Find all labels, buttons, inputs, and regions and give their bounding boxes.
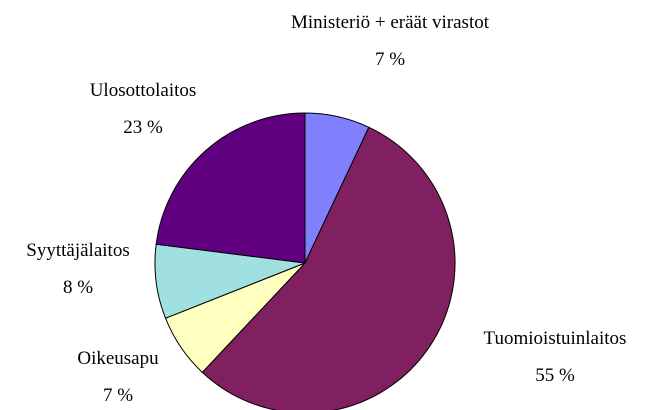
slice-label: Ulosottolaitos 23 % bbox=[63, 72, 223, 146]
value-label: 7 % bbox=[374, 49, 406, 70]
slice-label: Oikeusapu 7 % bbox=[48, 340, 188, 410]
value-label: 8 % bbox=[62, 277, 94, 298]
value-label: 55 % bbox=[535, 365, 575, 386]
pie-slice bbox=[201, 126, 456, 410]
value-label: 23 % bbox=[123, 117, 163, 138]
category-name: Tuomioistuinlaitos bbox=[483, 328, 627, 349]
category-name: Ulosottolaitos bbox=[89, 80, 197, 101]
slice-label: Syyttäjälaitos 8 % bbox=[0, 232, 158, 306]
category-name: Oikeusapu bbox=[77, 348, 159, 369]
pie-slice bbox=[155, 112, 306, 264]
slice-label: Tuomioistuinlaitos 55 % bbox=[455, 320, 655, 394]
slice-label: Ministeriö + eräät virastot 7 % bbox=[290, 4, 490, 78]
category-name: Ministeriö + eräät virastot bbox=[290, 12, 490, 33]
category-name: Syyttäjälaitos bbox=[26, 240, 130, 261]
value-label: 7 % bbox=[102, 385, 134, 406]
